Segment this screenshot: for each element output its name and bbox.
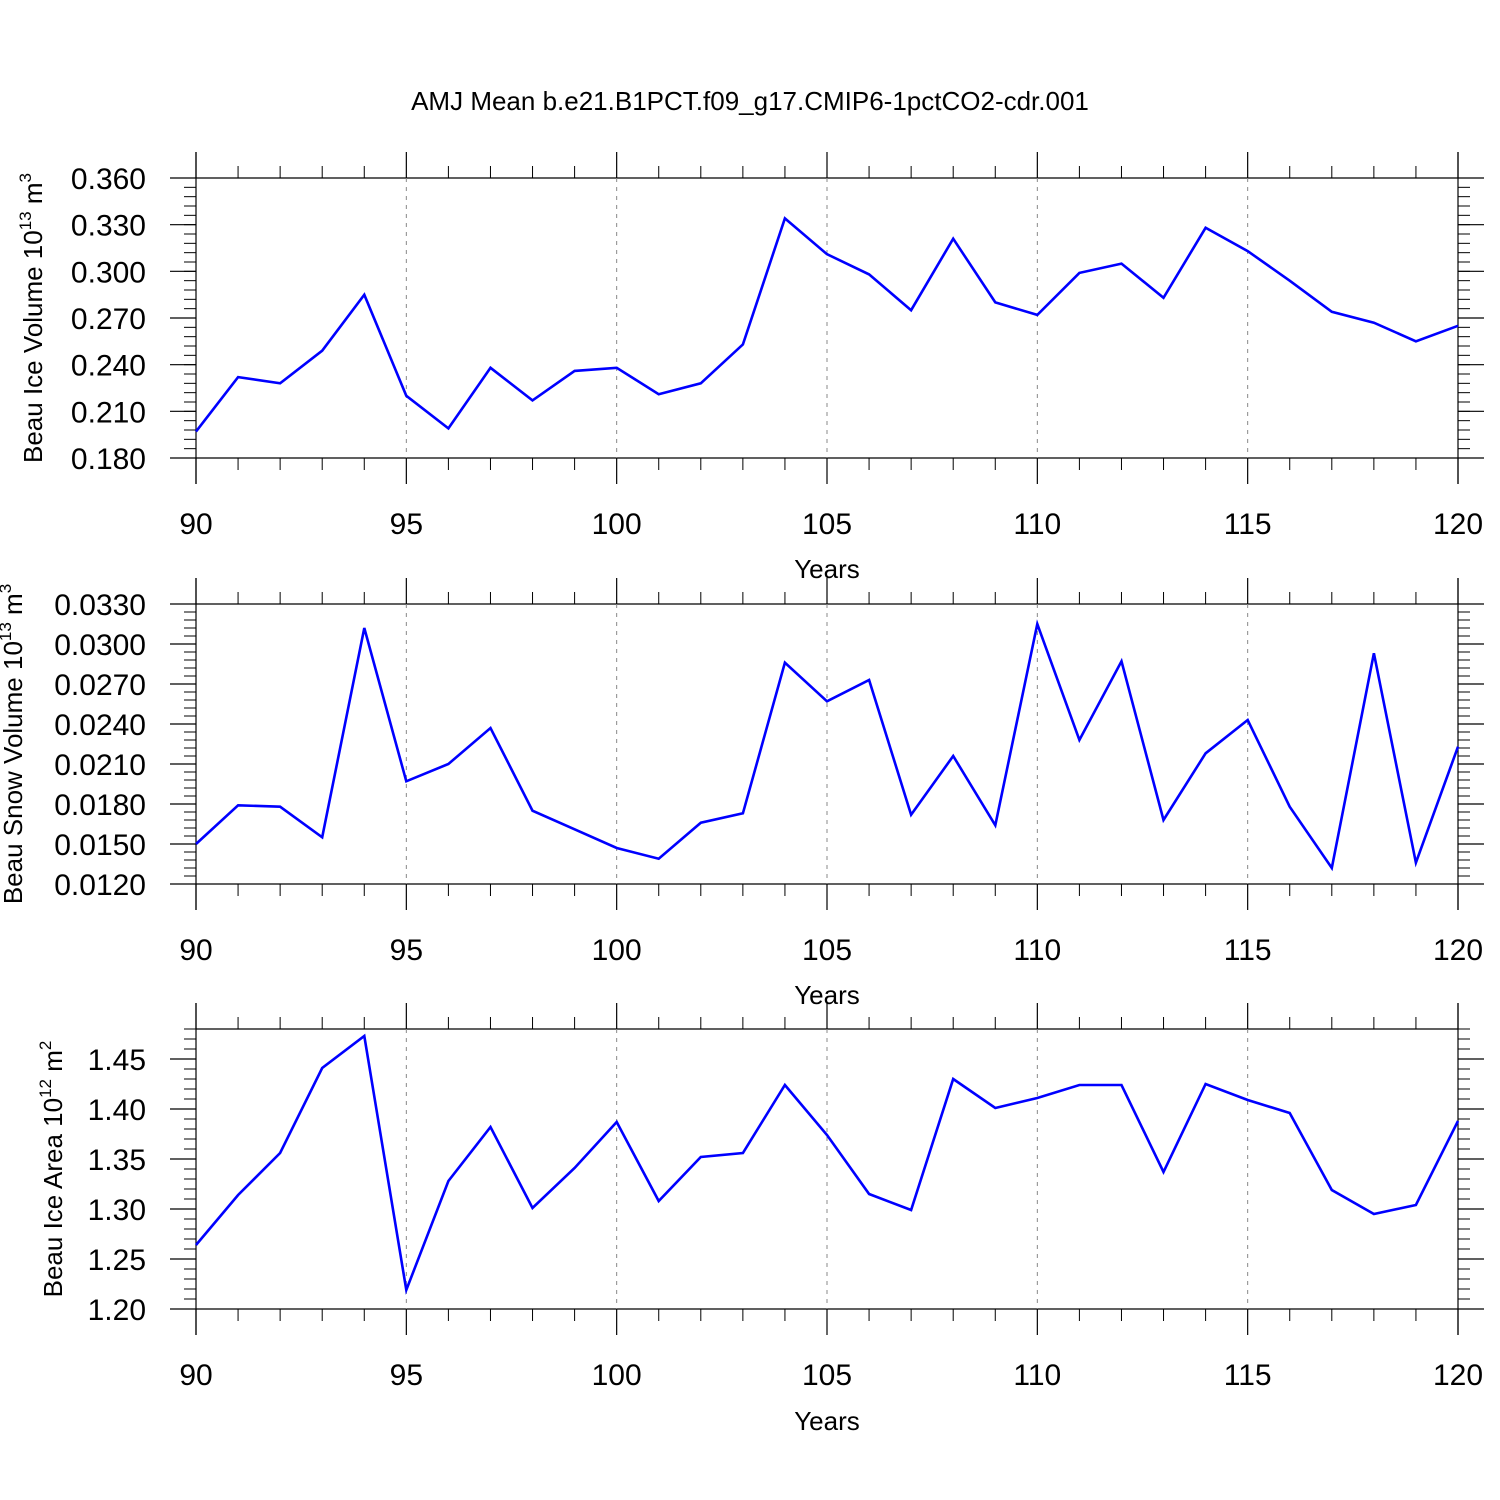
- chart-title: AMJ Mean b.e21.B1PCT.f09_g17.CMIP6-1pctC…: [411, 86, 1089, 116]
- panel-3: 90 95 100 105 110 115 120 1.20 1.25 1.30 1.35 1.40 1…: [36, 1003, 1484, 1436]
- x-tick-label: 115: [1224, 934, 1272, 967]
- y-tick-label: 0.270: [71, 303, 146, 336]
- y-tick-label: 0.0240: [54, 709, 146, 742]
- y-axis-label-unit-exponent: 3: [16, 173, 35, 182]
- y-tick-label: 0.0330: [54, 589, 146, 622]
- panel-2: 90 95 100 105 110 115 120 0.0120 0.0150 0.0180 0.0…: [0, 578, 1484, 1010]
- x-tick-label: 110: [1013, 1359, 1061, 1392]
- y-axis-label-text: Beau Snow Volume 10: [0, 641, 28, 904]
- x-axis-label: Years: [794, 1406, 860, 1436]
- y-axis-label: Beau Ice Volume 1013 m3: [16, 173, 48, 463]
- y-axis-label-unit-exponent: 3: [0, 584, 15, 593]
- x-tick-label: 105: [802, 508, 852, 541]
- y-tick-label: 1.35: [88, 1144, 146, 1177]
- y-axis-label-unit-exponent: 2: [36, 1041, 55, 1050]
- x-tick-label: 90: [179, 934, 212, 967]
- x-tick-label: 115: [1224, 1359, 1272, 1392]
- y-tick-label: 1.45: [88, 1044, 146, 1077]
- x-tick-label: 110: [1013, 934, 1061, 967]
- x-tick-label: 100: [592, 508, 642, 541]
- y-tick-label: 0.0270: [54, 669, 146, 702]
- y-tick-label: 0.0120: [54, 869, 146, 902]
- y-axis-label-unit: m: [18, 182, 48, 211]
- x-tick-label: 110: [1013, 508, 1061, 541]
- x-tick-label: 90: [179, 1359, 212, 1392]
- y-axis-label-unit: m: [38, 1050, 68, 1079]
- y-axis-label: Beau Ice Area 1012 m2: [36, 1041, 68, 1298]
- x-tick-label: 120: [1433, 508, 1483, 541]
- x-tick-label: 100: [592, 1359, 642, 1392]
- x-tick-label: 95: [390, 508, 423, 541]
- x-tick-label: 90: [179, 508, 212, 541]
- y-axis-label-exponent: 13: [0, 622, 15, 641]
- y-axis-label-unit: m: [0, 593, 28, 622]
- x-tick-label: 120: [1433, 934, 1483, 967]
- x-tick-label: 105: [802, 934, 852, 967]
- x-tick-label: 95: [390, 934, 423, 967]
- y-axis-label-text: Beau Ice Area 10: [38, 1098, 68, 1297]
- y-tick-label: 0.210: [71, 396, 146, 429]
- x-tick-label: 115: [1224, 508, 1272, 541]
- y-tick-label: 0.0300: [54, 629, 146, 662]
- y-tick-label: 1.30: [88, 1194, 146, 1227]
- x-tick-label: 100: [592, 934, 642, 967]
- series-line: [195, 1033, 1460, 1295]
- x-tick-label: 105: [802, 1359, 852, 1392]
- y-tick-label: 0.0180: [54, 789, 146, 822]
- y-axis-label-text: Beau Ice Volume 10: [18, 230, 48, 463]
- y-tick-label: 1.25: [88, 1244, 146, 1277]
- series-line: [194, 216, 1459, 433]
- x-tick-label: 120: [1433, 1359, 1483, 1392]
- y-axis-label-exponent: 12: [36, 1079, 55, 1098]
- y-tick-label: 0.0150: [54, 829, 146, 862]
- y-tick-label: 0.300: [71, 256, 146, 289]
- panel-1: 90 95 100 105 110 115 120 0.180 0.210 0.240 0.270 0…: [16, 152, 1484, 584]
- x-tick-label: 95: [390, 1359, 423, 1392]
- y-tick-label: 0.0210: [54, 749, 146, 782]
- y-tick-label: 1.20: [88, 1294, 146, 1327]
- y-tick-label: 0.180: [71, 443, 146, 476]
- y-tick-label: 0.360: [71, 163, 146, 196]
- y-axis-label: Beau Snow Volume 1013 m3: [0, 584, 28, 904]
- y-tick-label: 0.240: [71, 350, 146, 383]
- series-line: [195, 619, 1460, 872]
- y-axis-label-exponent: 13: [16, 211, 35, 230]
- y-tick-label: 0.330: [71, 210, 146, 243]
- y-tick-label: 1.40: [88, 1094, 146, 1127]
